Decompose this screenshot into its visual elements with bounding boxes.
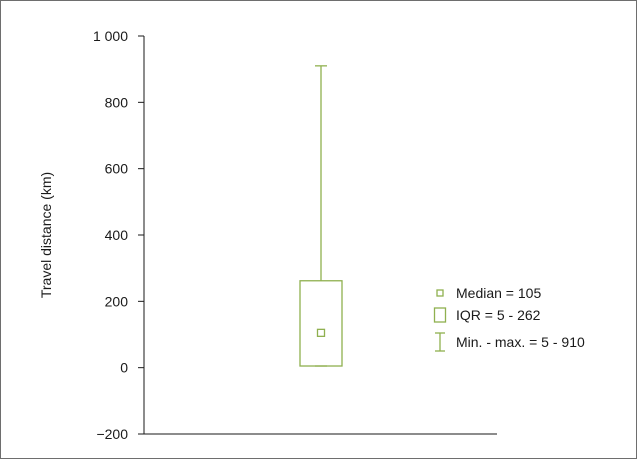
box-plot xyxy=(299,65,343,367)
legend-label: Median = 105 xyxy=(456,285,541,301)
y-tick-label: 1 000 xyxy=(93,28,128,44)
y-tick-label: 600 xyxy=(105,161,129,177)
y-tick-label: 0 xyxy=(120,360,128,376)
legend-label: Min. - max. = 5 - 910 xyxy=(456,334,585,350)
y-ticks: −200 0 200 400 600 800 1 000 xyxy=(93,28,144,442)
y-tick-label: −200 xyxy=(96,426,128,442)
y-tick-label: 800 xyxy=(105,94,129,110)
y-axis-title: Travel distance (km) xyxy=(38,172,54,298)
legend-iqr-symbol xyxy=(433,307,447,323)
iqr-box xyxy=(299,280,343,367)
y-tick-label: 400 xyxy=(105,227,129,243)
y-tick-label: 200 xyxy=(105,293,129,309)
median-marker xyxy=(316,328,326,337)
y-axis: −200 0 200 400 600 800 1 000 xyxy=(93,28,145,442)
legend-label: IQR = 5 - 262 xyxy=(456,307,541,323)
legend: Median = 105 IQR = 5 - 262 Min. - max. = 5… xyxy=(433,285,585,352)
legend-median-symbol xyxy=(436,289,444,297)
